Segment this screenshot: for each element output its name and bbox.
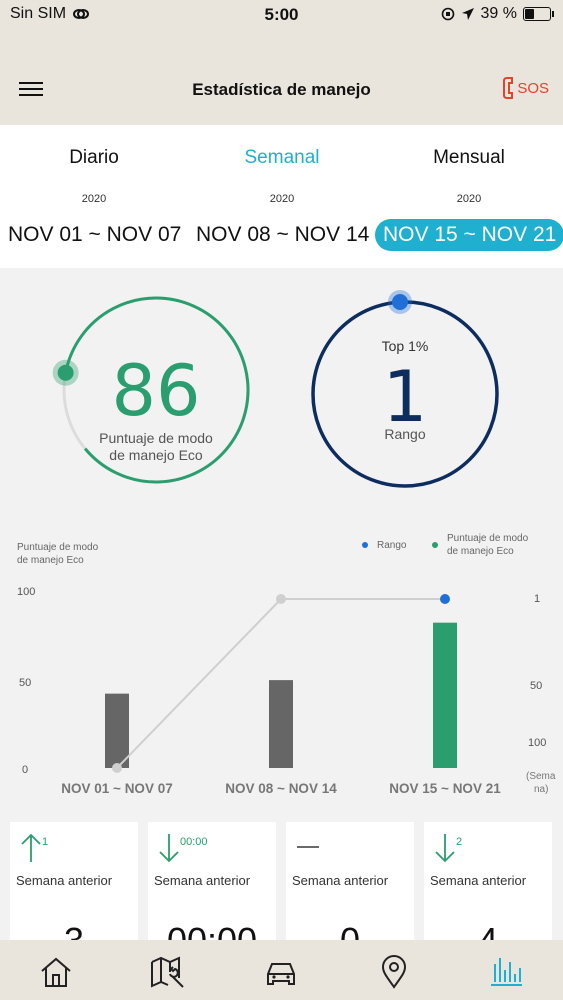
battery-percent: 39 %: [480, 5, 517, 22]
tab-monthly[interactable]: Mensual: [433, 147, 505, 168]
sos-label: SOS: [517, 79, 549, 97]
home-icon[interactable]: [38, 954, 74, 990]
eco-score-bar: [433, 622, 457, 768]
category-label-3: NOV 15 ~ NOV 21: [389, 781, 501, 796]
card-label: Semana anterior: [430, 873, 527, 888]
link-icon: [73, 9, 90, 19]
arrow-up-icon: [21, 833, 41, 862]
week-option-2[interactable]: 2020 NOV 08 ~ NOV 14: [188, 125, 376, 251]
status-right: 39 %: [441, 5, 554, 23]
week-option-3[interactable]: 2020 NOV 15 ~ NOV 21: [375, 125, 563, 251]
rotation-lock-icon: [441, 7, 454, 21]
eco-gauge-arc: [64, 296, 250, 484]
category-label-1: NOV 01 ~ NOV 07: [61, 781, 172, 796]
rank-point: [112, 763, 122, 773]
left-tick-0: 0: [22, 764, 28, 776]
eco-label-line1: Puntuaje de modo: [99, 430, 213, 446]
eco-score-value: 86: [111, 350, 201, 432]
statistics-icon[interactable]: [488, 954, 524, 990]
left-tick-50: 50: [19, 677, 31, 689]
eco-label-line2: de manejo Eco: [109, 447, 203, 463]
week-year: 2020: [456, 193, 482, 205]
legend-rank-label: Rango: [377, 540, 407, 551]
legend-rank-dot: [362, 542, 368, 548]
right-tick-100: 100: [528, 737, 546, 749]
page-title: Estadística de manejo: [192, 80, 371, 99]
period-selector: Diario Semanal Mensual 2020 NOV 01 ~ NOV…: [0, 125, 563, 268]
tab-weekly[interactable]: Semanal: [244, 147, 320, 168]
card-delta: 1: [42, 836, 49, 848]
gauges-svg: [52, 290, 499, 488]
bottom-navigation: [0, 940, 563, 1000]
rank-point: [440, 594, 450, 604]
right-tick-50: 50: [530, 680, 542, 692]
comparison-card-3[interactable]: Semana anterior 0: [286, 822, 414, 961]
battery-icon: [523, 7, 554, 21]
eco-score-label: Puntuaje de modo de manejo Eco: [63, 430, 249, 464]
card-delta: 00:00: [180, 836, 208, 848]
card-label: Semana anterior: [16, 873, 113, 888]
gauge-area: 86 Puntuaje de modo de manejo Eco Top 1%…: [0, 268, 563, 518]
sos-button[interactable]: SOS: [503, 76, 549, 100]
right-axis-title-line1: (Sema: [526, 771, 556, 782]
no-change-dash-icon: [297, 846, 319, 848]
left-axis-title-line2: de manejo Eco: [17, 555, 84, 566]
week-range: NOV 08 ~ NOV 14: [196, 223, 370, 246]
car-icon[interactable]: [263, 954, 299, 990]
location-arrow-icon: [461, 8, 474, 20]
tab-daily[interactable]: Diario: [69, 147, 119, 168]
week-year: 2020: [81, 193, 107, 205]
card-label: Semana anterior: [292, 873, 389, 888]
arrow-down-icon: [435, 834, 455, 863]
carrier-label: Sin SIM: [10, 5, 67, 22]
left-axis-title-line1: Puntuaje de modo: [17, 542, 99, 553]
eco-score-bar: [269, 680, 293, 768]
status-left: Sin SIM: [10, 5, 90, 23]
right-tick-1: 1: [534, 593, 540, 605]
rank-point: [276, 594, 286, 604]
app-header: Estadística de manejo SOS: [0, 30, 563, 125]
phone-icon: [503, 77, 514, 99]
week-option-1[interactable]: 2020 NOV 01 ~ NOV 07: [0, 125, 188, 251]
rank-label: Rango: [384, 426, 426, 442]
comparison-card-1[interactable]: 1 Semana anterior 3: [10, 822, 138, 961]
week-year: 2020: [269, 193, 295, 205]
eco-gauge-knob: [57, 364, 74, 381]
menu-icon[interactable]: [19, 82, 43, 96]
legend-eco-label-line1: Puntuaje de modo: [447, 533, 529, 544]
card-delta: 2: [456, 836, 463, 848]
rank-top-percent: Top 1%: [381, 338, 429, 354]
left-tick-100: 100: [17, 586, 35, 598]
card-label: Semana anterior: [154, 873, 251, 888]
rank-gauge-knob: [392, 294, 408, 310]
status-bar: Sin SIM 5:00 39 %: [0, 0, 563, 30]
category-label-2: NOV 08 ~ NOV 14: [225, 781, 337, 796]
right-axis-title-line2: na): [534, 784, 548, 795]
legend-eco-dot: [432, 542, 438, 548]
map-service-icon[interactable]: [150, 954, 186, 990]
comparison-card-2[interactable]: 00:00 Semana anterior 00:00: [148, 822, 276, 961]
arrow-down-icon: [159, 834, 179, 863]
eco-score-bar: [105, 693, 129, 768]
tab-bar: Diario Semanal Mensual: [0, 147, 563, 171]
rank-value: 1: [382, 356, 428, 438]
weekly-chart: Puntuaje de modo de manejo Eco Rango Pun…: [17, 533, 556, 796]
week-range: NOV 01 ~ NOV 07: [8, 223, 182, 246]
legend-eco-label-line2: de manejo Eco: [447, 546, 514, 557]
location-pin-icon[interactable]: [376, 954, 412, 990]
clock: 5:00: [264, 5, 299, 24]
comparison-cards: 1 Semana anterior 3 00:00 Semana anterio…: [10, 822, 563, 961]
week-range: NOV 15 ~ NOV 21: [375, 219, 563, 251]
comparison-card-4[interactable]: 2 Semana anterior 4: [424, 822, 552, 961]
